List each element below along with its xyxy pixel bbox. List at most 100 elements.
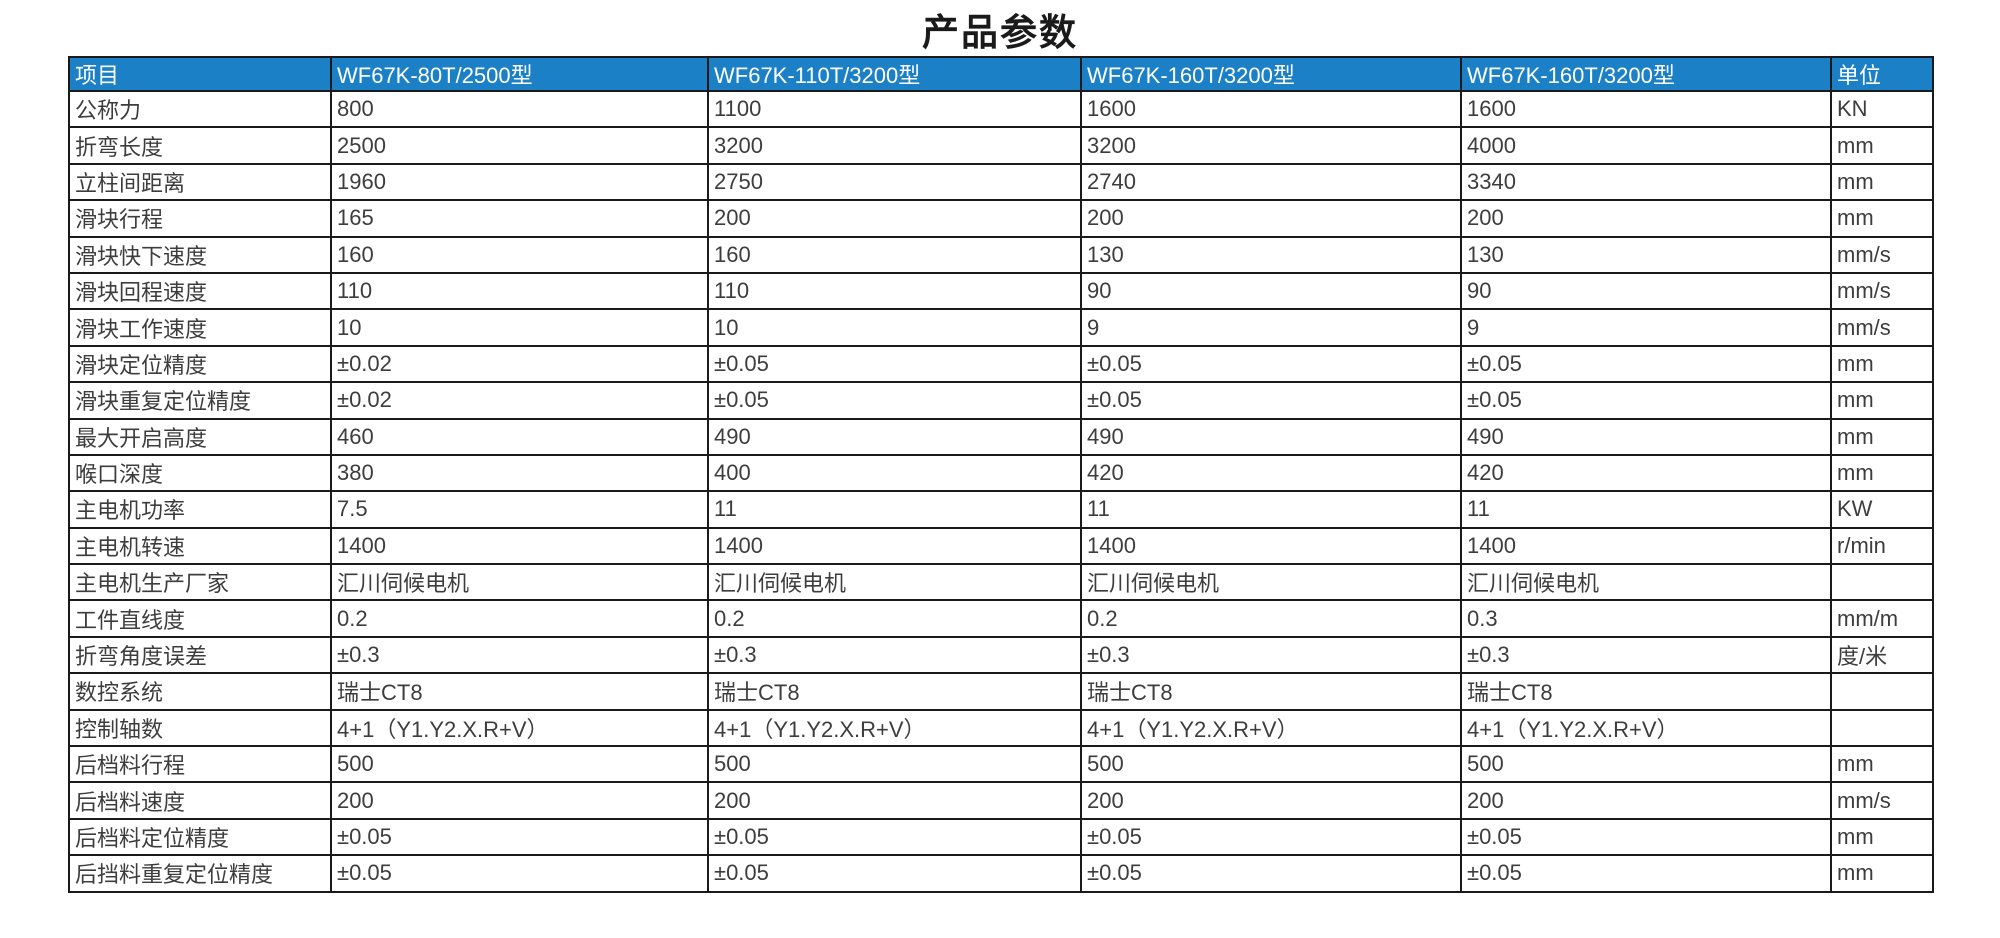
cell-value: ±0.05: [330, 817, 709, 857]
cell-value: 4+1（Y1.Y2.X.R+V）: [707, 708, 1082, 748]
cell-value: ±0.05: [707, 344, 1082, 384]
cell-value: 10: [330, 308, 709, 347]
cell-value: ±0.05: [1460, 344, 1832, 384]
column-header: 单位: [1830, 56, 1934, 92]
cell-value: 1600: [1080, 89, 1462, 129]
cell-value: 500: [330, 745, 709, 784]
cell-value: ±0.02: [330, 344, 709, 384]
spec-table-container: 项目 WF67K-80T/2500型 WF67K-110T/3200型 WF67K-1…: [68, 56, 1934, 893]
cell-value: ±0.3: [1080, 635, 1462, 675]
table-row: 控制轴数 4+1（Y1.Y2.X.R+V） 4+1（Y1.Y2.X.R+V） 4+1（…: [68, 708, 1934, 748]
row-label: 滑块重复定位精度: [68, 381, 332, 420]
table-row: 滑块快下速度 160 160 130 130 mm/s: [68, 235, 1934, 274]
cell-value: 3200: [707, 126, 1082, 165]
row-label: 滑块定位精度: [68, 344, 332, 384]
cell-value: 2500: [330, 126, 709, 165]
column-header: WF67K-110T/3200型: [707, 56, 1082, 92]
cell-unit: mm: [1830, 417, 1934, 456]
table-row: 滑块工作速度 10 10 9 9 mm/s: [68, 308, 1934, 347]
row-label: 主电机功率: [68, 490, 332, 529]
cell-unit: 度/米: [1830, 635, 1934, 675]
cell-value: ±0.05: [1080, 344, 1462, 384]
column-header: WF67K-160T/3200型: [1460, 56, 1832, 92]
cell-value: 800: [330, 89, 709, 129]
cell-value: 420: [1080, 453, 1462, 493]
table-row: 折弯长度 2500 3200 3200 4000 mm: [68, 126, 1934, 165]
header-row: 项目 WF67K-80T/2500型 WF67K-110T/3200型 WF67K-1…: [68, 56, 1934, 92]
cell-unit: KN: [1830, 89, 1934, 129]
cell-value: 11: [1080, 490, 1462, 529]
cell-unit: mm/s: [1830, 781, 1934, 820]
cell-value: 490: [1460, 417, 1832, 456]
cell-value: 汇川伺候电机: [1080, 563, 1462, 602]
cell-value: 1400: [707, 526, 1082, 566]
row-label: 后档料速度: [68, 781, 332, 820]
table-row: 工件直线度 0.2 0.2 0.2 0.3 mm/m: [68, 599, 1934, 638]
cell-value: 200: [707, 781, 1082, 820]
cell-value: ±0.02: [330, 381, 709, 420]
cell-value: 200: [1460, 199, 1832, 238]
column-header: WF67K-160T/3200型: [1080, 56, 1462, 92]
cell-value: ±0.05: [1080, 854, 1462, 893]
cell-value: 90: [1080, 271, 1462, 311]
cell-unit: mm: [1830, 745, 1934, 784]
cell-value: 460: [330, 417, 709, 456]
cell-value: 160: [707, 235, 1082, 274]
table-row: 公称力 800 1100 1600 1600 KN: [68, 89, 1934, 129]
cell-unit: [1830, 708, 1934, 748]
cell-unit: mm: [1830, 453, 1934, 493]
cell-value: 汇川伺候电机: [707, 563, 1082, 602]
cell-value: 0.2: [707, 599, 1082, 638]
row-label: 滑块行程: [68, 199, 332, 238]
row-label: 主电机转速: [68, 526, 332, 566]
cell-unit: [1830, 672, 1934, 711]
cell-value: ±0.05: [1460, 381, 1832, 420]
row-label: 折弯长度: [68, 126, 332, 165]
cell-value: 1400: [330, 526, 709, 566]
cell-value: 160: [330, 235, 709, 274]
cell-value: 4+1（Y1.Y2.X.R+V）: [330, 708, 709, 748]
cell-value: 3200: [1080, 126, 1462, 165]
cell-value: ±0.05: [1460, 854, 1832, 893]
cell-value: 1960: [330, 162, 709, 202]
cell-value: 490: [707, 417, 1082, 456]
cell-value: 汇川伺候电机: [1460, 563, 1832, 602]
row-label: 后档料行程: [68, 745, 332, 784]
cell-value: 2750: [707, 162, 1082, 202]
cell-value: 130: [1080, 235, 1462, 274]
cell-value: ±0.05: [707, 817, 1082, 857]
cell-value: ±0.05: [330, 854, 709, 893]
cell-value: 瑞士CT8: [1460, 672, 1832, 711]
cell-unit: mm/m: [1830, 599, 1934, 638]
cell-unit: mm: [1830, 344, 1934, 384]
cell-unit: mm: [1830, 162, 1934, 202]
table-row: 后档料定位精度 ±0.05 ±0.05 ±0.05 ±0.05 mm: [68, 817, 1934, 857]
cell-value: 200: [1080, 781, 1462, 820]
row-label: 控制轴数: [68, 708, 332, 748]
row-label: 公称力: [68, 89, 332, 129]
column-header: WF67K-80T/2500型: [330, 56, 709, 92]
cell-unit: r/min: [1830, 526, 1934, 566]
cell-value: 3340: [1460, 162, 1832, 202]
cell-value: 500: [707, 745, 1082, 784]
cell-value: 9: [1460, 308, 1832, 347]
cell-unit: mm: [1830, 381, 1934, 420]
cell-value: 11: [1460, 490, 1832, 529]
page-title: 产品参数: [922, 12, 1078, 53]
cell-unit: mm: [1830, 126, 1934, 165]
cell-value: 0.3: [1460, 599, 1832, 638]
column-header: 项目: [68, 56, 332, 92]
cell-value: ±0.05: [1080, 381, 1462, 420]
row-label: 喉口深度: [68, 453, 332, 493]
cell-value: 500: [1080, 745, 1462, 784]
cell-value: 7.5: [330, 490, 709, 529]
cell-unit: mm/s: [1830, 308, 1934, 347]
cell-value: ±0.3: [707, 635, 1082, 675]
product-spec-table: 项目 WF67K-80T/2500型 WF67K-110T/3200型 WF67K-1…: [68, 56, 1934, 893]
table-row: 滑块回程速度 110 110 90 90 mm/s: [68, 271, 1934, 311]
cell-value: ±0.05: [1080, 817, 1462, 857]
cell-value: 汇川伺候电机: [330, 563, 709, 602]
cell-value: 2740: [1080, 162, 1462, 202]
cell-value: 420: [1460, 453, 1832, 493]
cell-value: 165: [330, 199, 709, 238]
